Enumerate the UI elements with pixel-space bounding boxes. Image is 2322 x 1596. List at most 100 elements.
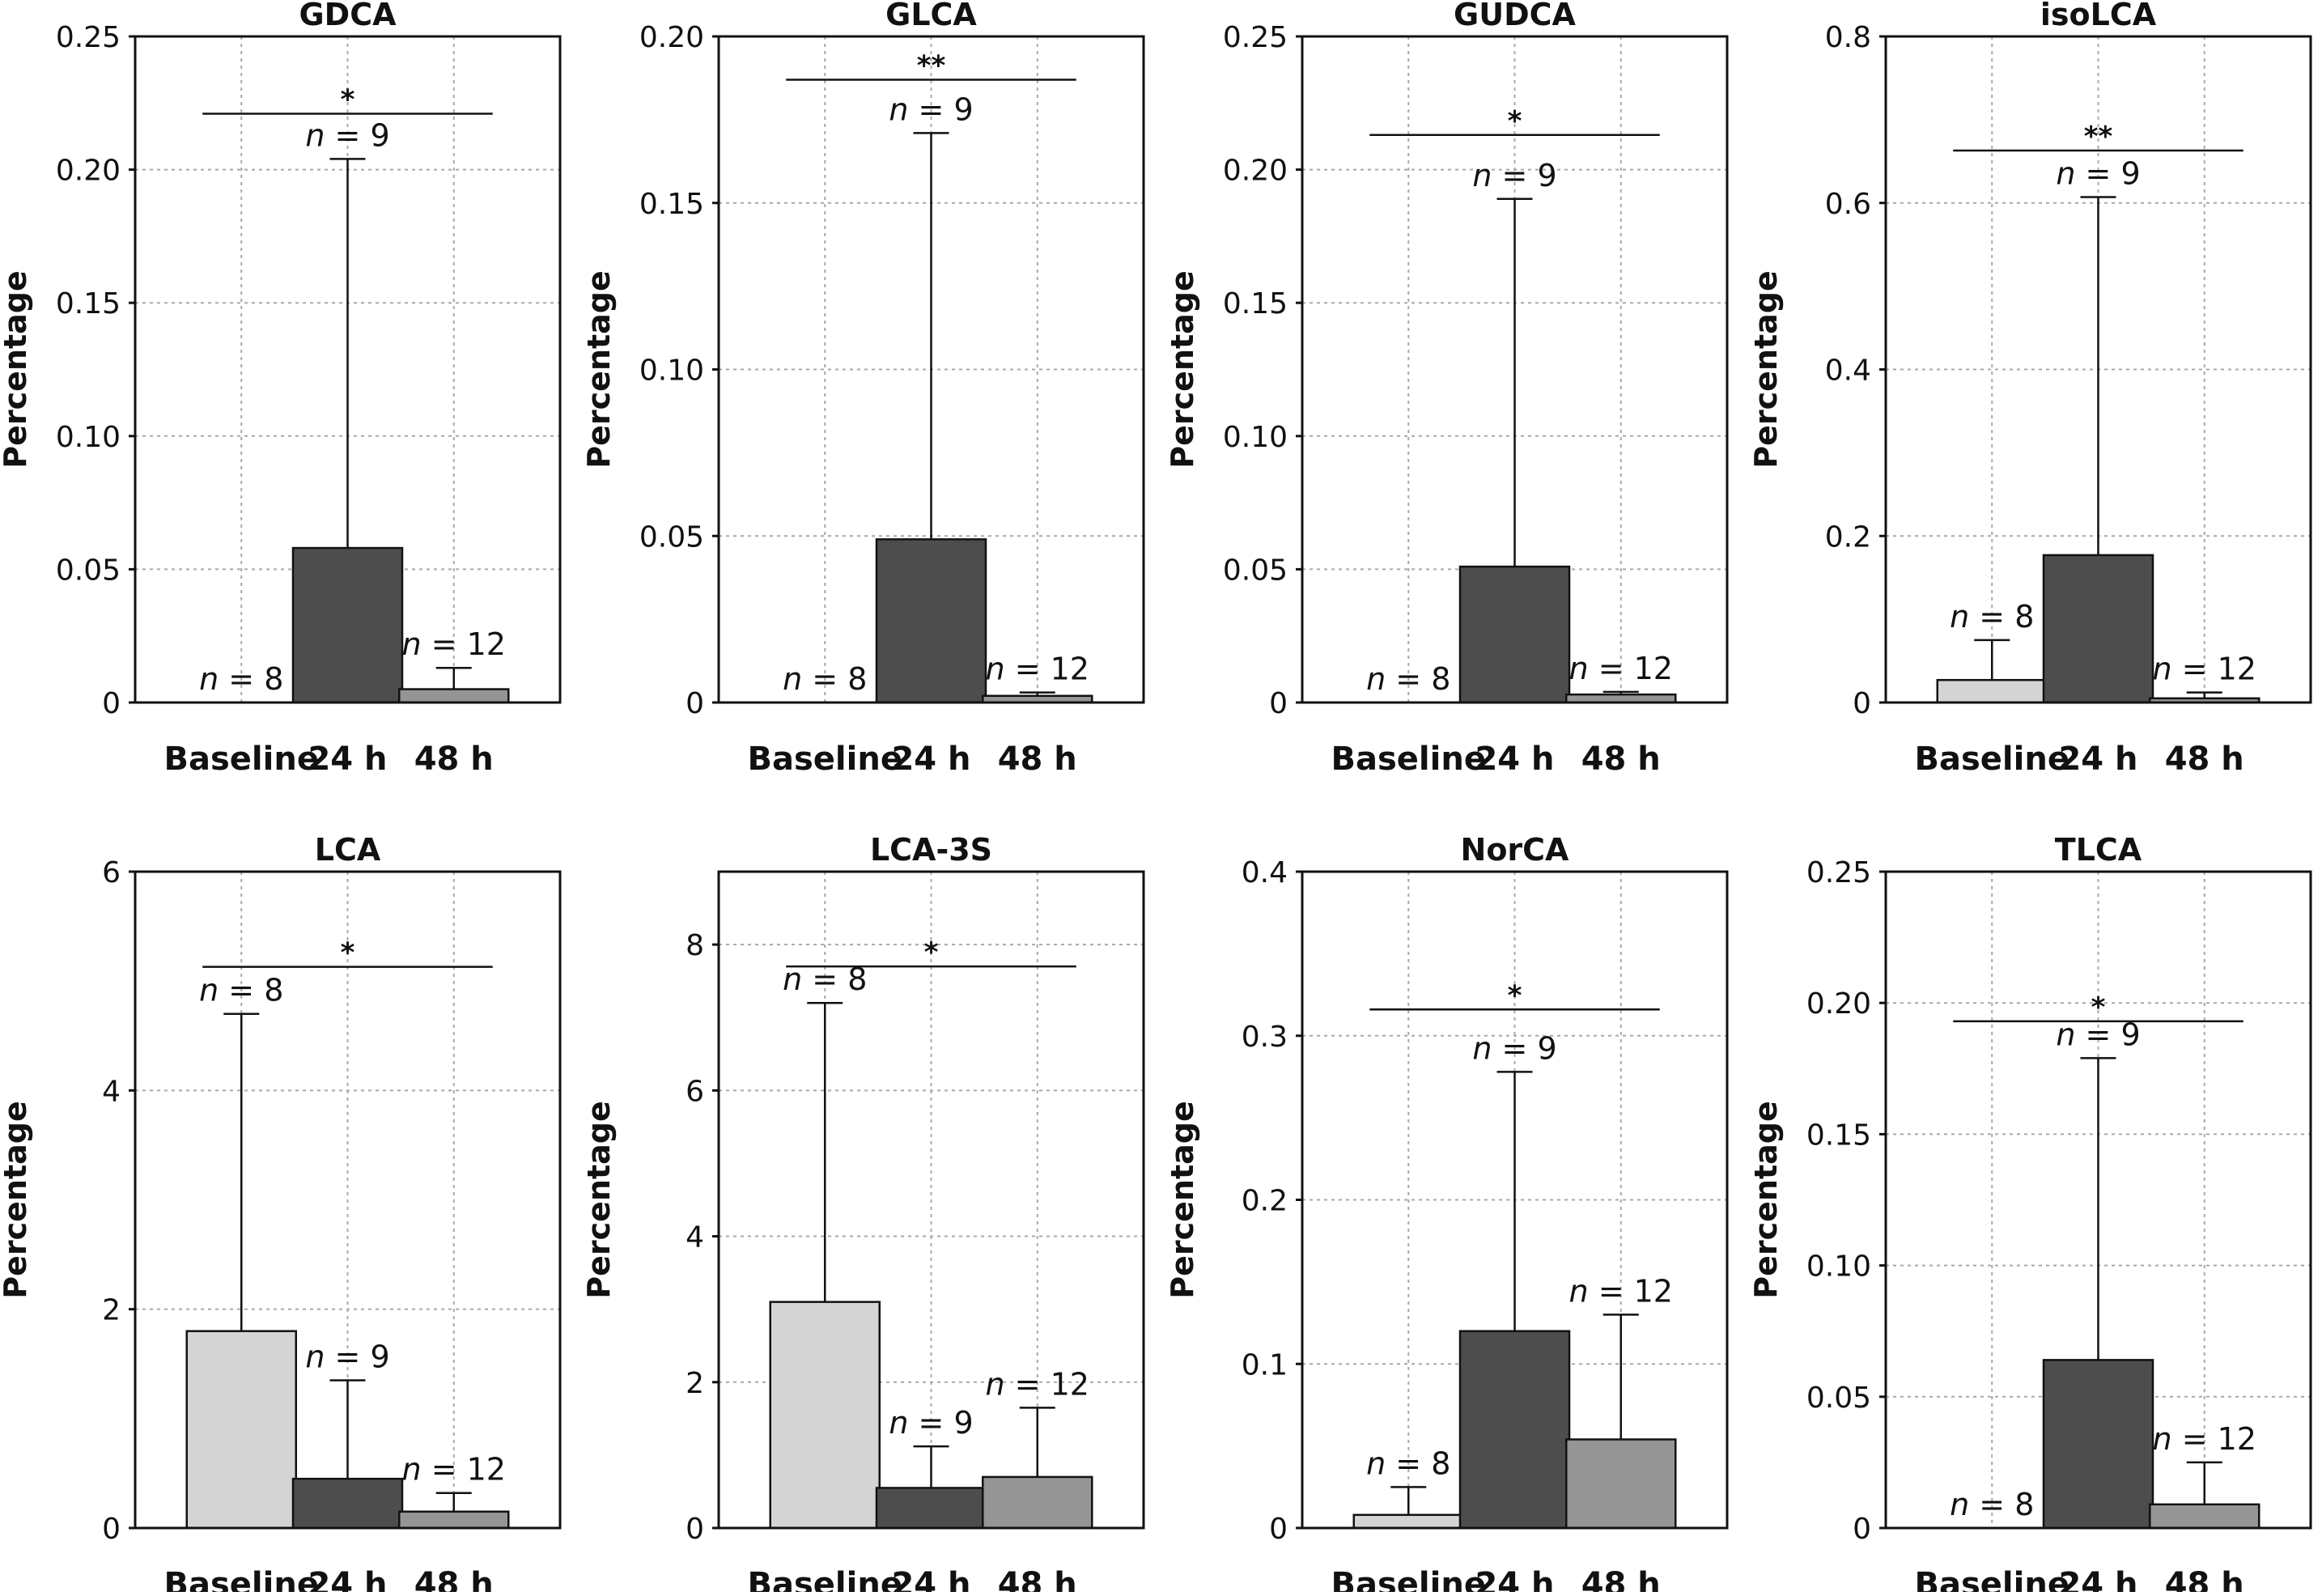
y-tick-label: 8 (686, 929, 704, 962)
n-label: n = 8 (1950, 1487, 2034, 1522)
significance-label: * (341, 83, 355, 116)
bar-24h (291, 1477, 404, 1530)
significance-label: * (924, 936, 939, 969)
y-tick-label: 0.05 (639, 520, 704, 554)
significance-label: * (1508, 979, 1522, 1012)
n-label: n = 12 (402, 1452, 506, 1488)
bar-24h (1458, 565, 1571, 704)
n-label: n = 9 (2056, 156, 2140, 192)
y-tick-label: 0.2 (1825, 520, 1871, 554)
y-tick-label: 0.8 (1825, 21, 1871, 54)
y-tick-label: 0.2 (1242, 1185, 1288, 1218)
panel-tlca: TLCA n = 8 n = 9 n = 12 * 0 0.05 0.10 0.15 0.20 0.… (1748, 832, 2312, 1596)
x-tick-label: Baseline (1331, 1566, 1486, 1592)
panel-isolca: isoLCA n = 8 n = 9 n = 12 ** 0 0.2 0.4 0.6 0.8 Bas… (1748, 0, 2312, 778)
x-tick-label: 48 h (1581, 1566, 1661, 1592)
bar-48h (1565, 1438, 1677, 1530)
panel-glca: GLCA n = 8 n = 9 n = 12 ** 0 0.05 0.10 0.15 0.20 B… (581, 0, 1145, 778)
y-tick-label: 0.10 (56, 421, 121, 454)
panel-title: LCA-3S (870, 832, 992, 868)
x-tick-label: 24 h (2058, 1566, 2137, 1592)
y-tick-label: 0.4 (1242, 856, 1288, 889)
significance-label: ** (2084, 121, 2113, 153)
y-axis-label: Percentage (1748, 270, 1784, 469)
plot-frame (134, 35, 562, 704)
n-label: n = 8 (199, 661, 283, 697)
bar-48h (398, 1510, 510, 1530)
y-tick-label: 6 (686, 1075, 704, 1108)
n-label: n = 12 (2153, 652, 2256, 687)
y-tick-label: 0.20 (56, 155, 121, 188)
y-tick-label: 0.10 (1223, 421, 1288, 454)
panel-gudca: GUDCA n = 8 n = 9 n = 12 * 0 0.05 0.10 0.15 0.20 0… (1165, 0, 1729, 778)
y-tick-label: 0 (1269, 687, 1288, 720)
n-label: n = 12 (1569, 1273, 1673, 1309)
y-axis-label: Percentage (0, 270, 33, 469)
bar-baseline (185, 1330, 297, 1530)
y-tick-label: 0.05 (1223, 554, 1288, 587)
n-label: n = 12 (1569, 651, 1673, 686)
y-tick-label: 0.20 (1806, 987, 1871, 1021)
y-tick-label: 0.20 (639, 21, 704, 54)
bar-24h (875, 1487, 987, 1530)
n-label: n = 9 (889, 1405, 973, 1441)
bar-48h (2149, 1503, 2260, 1530)
y-tick-label: 0 (1853, 687, 1871, 720)
x-tick-label: Baseline (1915, 741, 2069, 778)
n-label: n = 9 (305, 117, 389, 153)
y-tick-label: 0 (102, 1513, 121, 1546)
bar-24h (2042, 554, 2154, 704)
bar-24h (291, 546, 404, 704)
y-tick-label: 0.1 (1242, 1348, 1288, 1382)
x-tick-label: 24 h (1475, 1566, 1554, 1592)
y-tick-label: 2 (102, 1294, 121, 1327)
x-tick-label: 24 h (891, 1566, 970, 1592)
y-tick-label: 0.05 (1806, 1382, 1871, 1415)
significance-label: ** (917, 49, 946, 82)
y-tick-label: 0 (1853, 1513, 1871, 1546)
n-label: n = 8 (1366, 661, 1450, 697)
bar-24h (875, 538, 987, 704)
panel-gdca: GDCA n = 8 n = 9 n = 12 * 0 0.05 0.10 0.15 0.20 0.… (0, 0, 562, 778)
x-tick-label: Baseline (748, 1566, 902, 1592)
y-axis-label: Percentage (0, 1101, 33, 1299)
y-tick-label: 0.3 (1242, 1021, 1288, 1054)
y-tick-label: 0 (1269, 1513, 1288, 1546)
plot-frame (1301, 35, 1729, 704)
n-label: n = 9 (305, 1339, 389, 1375)
panel-title: TLCA (2055, 832, 2142, 868)
y-axis-label: Percentage (1748, 1101, 1784, 1299)
y-tick-label: 0.05 (56, 554, 121, 587)
bar-48h (982, 1475, 1093, 1530)
y-tick-label: 0 (686, 687, 704, 720)
y-tick-label: 4 (686, 1221, 704, 1254)
x-tick-label: 24 h (2058, 741, 2137, 778)
x-tick-label: Baseline (1331, 741, 1486, 778)
significance-label: * (2091, 991, 2106, 1024)
n-label: n = 9 (889, 91, 973, 127)
panel-norca: NorCA n = 8 n = 9 n = 12 * 0 0.1 0.2 0.3 0.4 Basel… (1165, 832, 1729, 1596)
n-label: n = 9 (1472, 1030, 1556, 1066)
x-tick-label: 24 h (308, 741, 387, 778)
panel-title: GLCA (885, 0, 977, 32)
y-axis-label: Percentage (1165, 1101, 1200, 1299)
y-axis-label: Percentage (581, 270, 617, 469)
x-tick-label: 48 h (1581, 741, 1661, 778)
y-tick-label: 0.15 (1223, 287, 1288, 320)
y-tick-label: 0.20 (1223, 155, 1288, 188)
bar-baseline (769, 1301, 881, 1530)
n-label: n = 8 (1950, 599, 2034, 635)
panel-title: isoLCA (2040, 0, 2157, 32)
y-tick-label: 0.10 (639, 354, 704, 388)
x-tick-label: Baseline (748, 741, 902, 778)
bar-baseline (1936, 678, 2048, 704)
panel-title: LCA (315, 832, 381, 868)
bar-24h (1458, 1330, 1571, 1530)
n-label: n = 8 (783, 661, 867, 697)
x-tick-label: 48 h (998, 1566, 1077, 1592)
n-label: n = 8 (199, 973, 283, 1008)
significance-label: * (1508, 105, 1522, 138)
